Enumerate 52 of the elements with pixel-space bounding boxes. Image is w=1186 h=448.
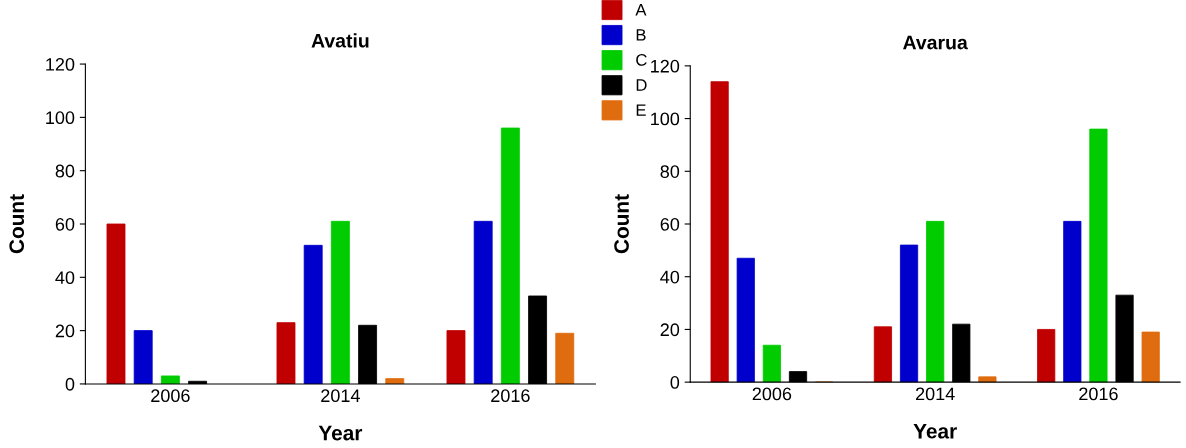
bar <box>555 332 575 384</box>
legend-label: B <box>636 29 646 41</box>
y-tick-label: 120 <box>46 58 75 71</box>
bar <box>873 326 892 383</box>
x-axis-title: Year <box>318 425 363 441</box>
y-tick-label: 60 <box>660 217 680 231</box>
y-tick-label: 120 <box>651 59 680 73</box>
bar <box>303 244 323 384</box>
bar <box>1089 128 1108 383</box>
y-tick-label: 0 <box>670 376 680 389</box>
y-tick-label: 20 <box>55 324 75 338</box>
bar <box>106 223 126 384</box>
legend-label: C <box>636 54 647 66</box>
bar <box>500 127 520 384</box>
y-tick-label: 80 <box>55 164 75 178</box>
y-tick-label: 60 <box>55 217 75 231</box>
y-tick-label: 100 <box>46 111 75 125</box>
legend-label: E <box>636 104 646 116</box>
bar <box>1037 329 1056 383</box>
legend-label: A <box>635 4 647 16</box>
bar <box>710 81 729 383</box>
chart-title: Avarua <box>903 35 968 50</box>
y-tick-label: 0 <box>65 377 75 391</box>
bar <box>133 330 153 384</box>
y-axis-title: Count <box>614 194 629 254</box>
bar <box>473 220 493 384</box>
legend-label: D <box>636 79 647 91</box>
x-tick-label: 2006 <box>151 389 190 403</box>
bar <box>1063 220 1082 383</box>
y-tick-label: 40 <box>55 271 75 285</box>
bar <box>762 344 781 383</box>
bar <box>276 322 296 384</box>
y-axis-title: Count <box>9 194 25 254</box>
y-tick-label: 40 <box>660 270 680 284</box>
bar <box>1141 331 1160 383</box>
x-tick-label: 2006 <box>752 387 792 401</box>
x-tick-label: 2014 <box>321 389 360 403</box>
x-tick-label: 2014 <box>915 387 955 401</box>
bar <box>926 220 945 383</box>
bar <box>899 244 919 383</box>
bar <box>160 375 180 384</box>
y-tick-label: 20 <box>660 323 680 337</box>
y-tick-label: 100 <box>651 112 680 126</box>
x-axis-title: Year <box>913 424 957 439</box>
y-tick-label: 80 <box>660 165 680 179</box>
bar <box>736 257 755 383</box>
x-tick-label: 2016 <box>1079 387 1118 401</box>
bar <box>330 220 350 384</box>
bar <box>446 330 466 384</box>
x-tick-label: 2016 <box>491 389 530 403</box>
bar <box>978 376 997 383</box>
chart-title: Avatiu <box>311 33 369 48</box>
